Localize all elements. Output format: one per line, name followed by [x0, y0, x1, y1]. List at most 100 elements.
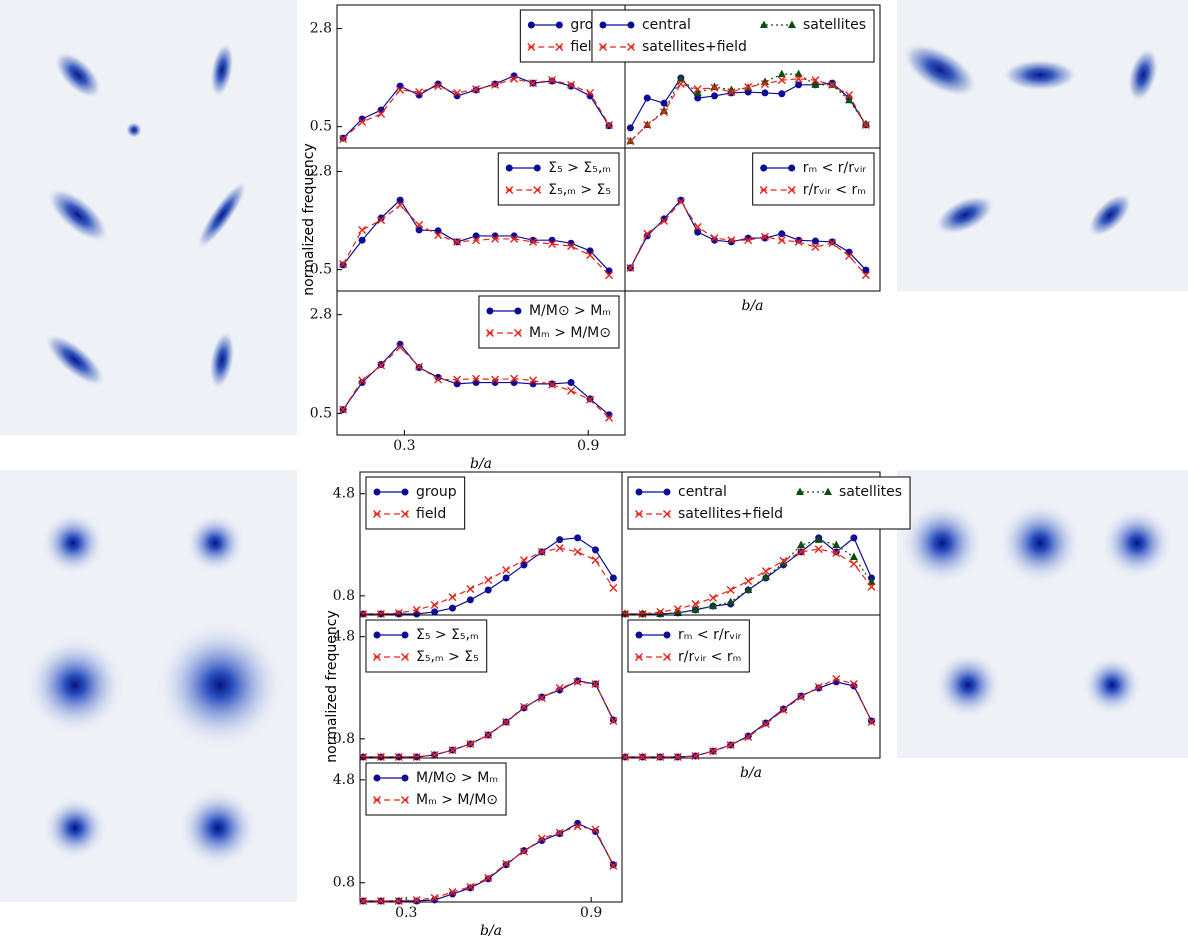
point [502, 574, 510, 582]
series-line [630, 78, 867, 142]
legend-marker [401, 796, 409, 804]
legend-item: r/rᵥᵢᵣ < rₘ [635, 649, 741, 665]
legend-frame [591, 9, 875, 63]
point [760, 232, 769, 241]
y-axis-label: normalized frequency [301, 143, 317, 295]
point [638, 752, 647, 761]
point [339, 135, 348, 144]
point [861, 271, 870, 280]
point [762, 719, 770, 727]
point [502, 718, 511, 726]
panel: central satellites satellites+field [591, 4, 881, 149]
legend-marker [555, 21, 563, 29]
point [867, 577, 876, 586]
point [814, 535, 823, 543]
point [691, 605, 700, 613]
x-tick-label: 0.3 [395, 905, 417, 921]
legend-item: satellites+field [635, 506, 783, 522]
point [510, 234, 519, 243]
point [744, 236, 753, 245]
point [415, 362, 424, 371]
point [472, 379, 480, 387]
legend-label: rₘ < r/rᵥᵢᵣ [803, 160, 867, 176]
legend-marker [598, 43, 607, 51]
legend-item: central [635, 484, 727, 500]
legend: central satellites satellites+field [591, 9, 875, 63]
point [412, 605, 421, 614]
point [396, 201, 405, 210]
legend-label: Σ₅,ₘ > Σ₅ [548, 182, 611, 198]
y-tick-label: 0.8 [333, 731, 355, 747]
y-tick-label: 4.8 [333, 486, 355, 502]
legend-marker [663, 631, 671, 639]
point [415, 88, 424, 97]
point [828, 239, 837, 248]
legend-marker [373, 631, 381, 639]
point [605, 413, 614, 422]
point [394, 896, 403, 905]
legend: Σ₅ > Σ₅,ₘ Σ₅,ₘ > Σ₅ [497, 152, 620, 206]
legend-label: Mₘ > M/M⊙ [416, 792, 498, 808]
y-tick-label: 2.8 [310, 163, 332, 179]
point [567, 386, 576, 395]
axes-frame [624, 147, 881, 292]
point [567, 242, 576, 251]
axes-frame [359, 757, 623, 903]
point [484, 873, 493, 882]
point [415, 226, 423, 234]
x-axis-label: b/a [480, 923, 502, 939]
point [538, 837, 546, 845]
point [660, 108, 669, 117]
point [529, 79, 538, 88]
point [591, 679, 600, 688]
point [694, 94, 702, 102]
panel: b/a rₘ < r/rᵥᵢᵣ r/rᵥᵢᵣ < rₘ [624, 147, 881, 314]
point [548, 76, 557, 85]
point [744, 585, 753, 593]
legend-item: Mₘ > M/M⊙ [485, 325, 611, 341]
legend-marker [401, 488, 409, 496]
point [529, 237, 538, 246]
point [359, 752, 368, 761]
point [472, 85, 481, 94]
point [673, 608, 682, 616]
x-tick-label: 0.9 [580, 905, 602, 921]
point [453, 375, 462, 384]
point [794, 69, 803, 78]
legend-marker [373, 510, 381, 518]
legend-label: central [642, 17, 691, 33]
point [711, 236, 719, 244]
legend-marker [373, 653, 381, 661]
legend-item: satellites [795, 484, 902, 500]
point [431, 608, 439, 616]
y-tick-label: 0.8 [333, 875, 355, 891]
point [862, 266, 870, 274]
point [448, 890, 456, 898]
series-line [625, 681, 873, 758]
point [694, 228, 702, 236]
legend-marker [823, 487, 832, 495]
x-tick-label: 0.3 [393, 438, 415, 454]
point [491, 234, 500, 243]
point [626, 263, 635, 272]
legend-item: rₘ < r/rᵥᵢᵣ [635, 627, 742, 643]
point [691, 600, 700, 609]
point [358, 117, 367, 126]
panel: b/a rₘ < r/rᵥᵢᵣ r/rᵥᵢᵣ < rₘ [621, 614, 881, 781]
legend-marker [533, 164, 541, 172]
legend-marker [401, 631, 409, 639]
legend-item: Σ₅ > Σ₅,ₘ [505, 160, 611, 176]
legend-marker [485, 329, 494, 337]
legend-label: Σ₅,ₘ > Σ₅ [416, 649, 479, 665]
legend-item: field [373, 506, 446, 522]
point [638, 609, 647, 618]
point [797, 692, 806, 701]
legend-label: satellites+field [642, 39, 747, 55]
point [861, 119, 870, 128]
point [491, 375, 500, 384]
legend-marker [627, 21, 635, 29]
y-axis-label: normalized frequency [324, 610, 340, 762]
point [359, 896, 368, 905]
legend-marker [599, 21, 607, 29]
